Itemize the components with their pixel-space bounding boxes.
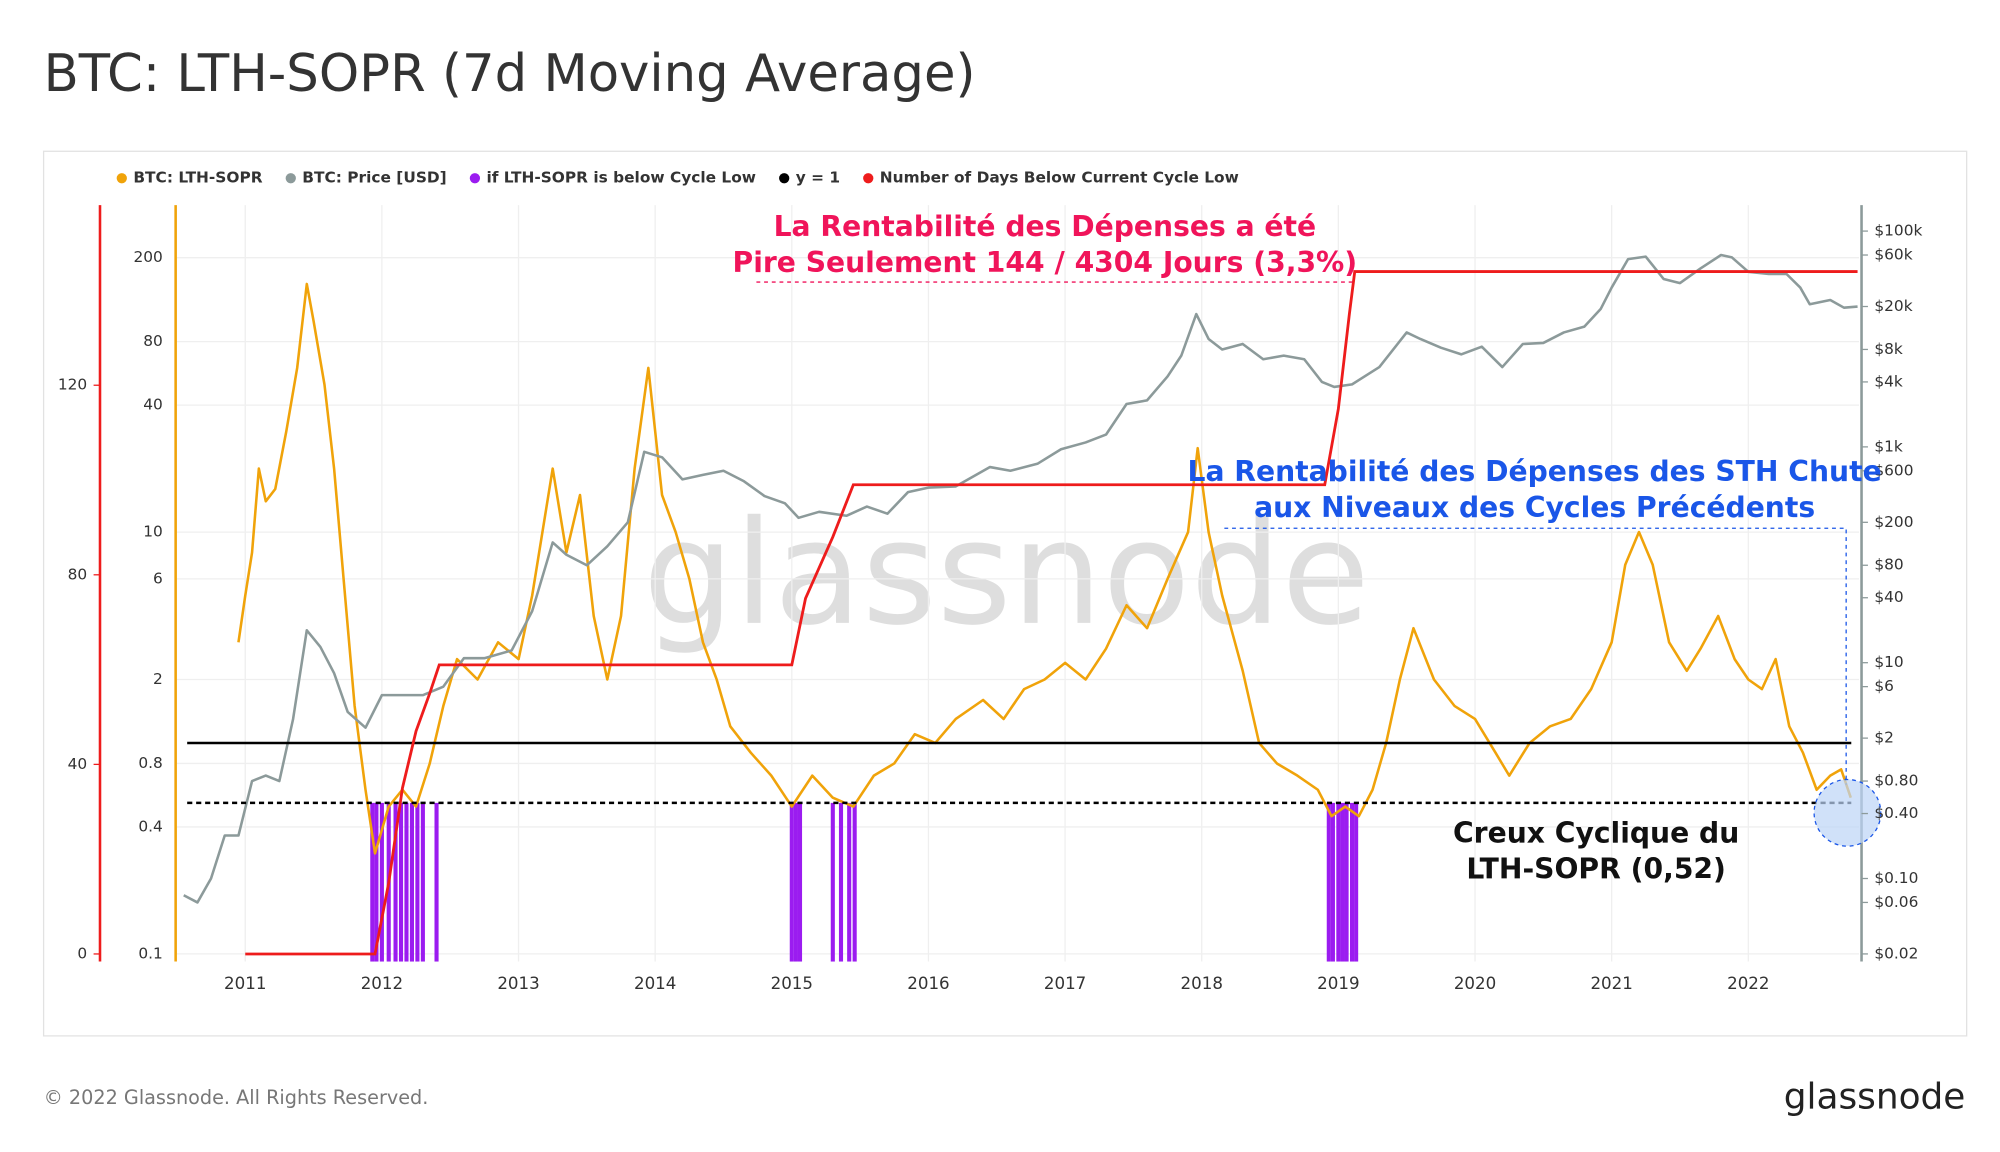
legend-label: BTC: LTH-SOPR: [133, 169, 262, 187]
y2-tick-label: $4k: [1874, 372, 1903, 390]
y2-tick-label: $60k: [1874, 246, 1912, 264]
y-tick-label: 2: [153, 670, 163, 688]
flag-bar: [1336, 802, 1341, 962]
y-tick-label: 6: [153, 569, 163, 587]
flag-bar: [830, 802, 835, 962]
x-tick-label: 2015: [771, 974, 813, 993]
legend-label: if LTH-SOPR is below Cycle Low: [486, 169, 756, 187]
y-tick-label: 0.4: [138, 817, 162, 835]
flag-bar: [1340, 802, 1345, 962]
x-tick-label: 2011: [224, 974, 266, 993]
legend-swatch: [863, 173, 874, 184]
flag-bar: [374, 802, 379, 962]
series-line: [183, 253, 1858, 904]
y2-tick-label: $0.80: [1874, 772, 1918, 790]
chart-frame: [42, 150, 1968, 1037]
y2-tick-label: $0.10: [1874, 869, 1918, 887]
y2-tick-label: $1k: [1874, 437, 1903, 455]
flag-bar: [1344, 802, 1349, 962]
highlight-circle: [1813, 778, 1882, 847]
flag-bar: [393, 802, 398, 962]
flag-bar: [847, 802, 852, 962]
y-tick-label: 200: [133, 248, 162, 266]
y2-tick-label: $80: [1874, 556, 1903, 574]
y2-tick-label: $0.40: [1874, 804, 1918, 822]
y-tick-label: 0.8: [138, 754, 162, 772]
annotation: Creux Cyclique du: [1453, 817, 1739, 850]
x-tick-label: 2021: [1590, 974, 1632, 993]
annotation: La Rentabilité des Dépenses a été: [774, 210, 1317, 243]
y3-tick-label: 40: [68, 755, 88, 773]
x-tick-label: 2012: [361, 974, 403, 993]
y2-tick-label: $40: [1874, 588, 1903, 606]
legend-swatch: [116, 173, 127, 184]
flag-bar: [379, 802, 384, 962]
y-tick-label: 40: [143, 396, 163, 414]
x-tick-label: 2017: [1044, 974, 1086, 993]
y2-tick-label: $0.02: [1874, 944, 1918, 962]
series-line: [237, 282, 1852, 855]
x-tick-label: 2018: [1181, 974, 1223, 993]
flag-bar: [789, 802, 794, 962]
y2-tick-label: $6: [1874, 677, 1894, 695]
overlay-layer: [187, 270, 1858, 956]
chart-title: BTC: LTH-SOPR (7d Moving Average): [44, 44, 976, 104]
flag-bar: [404, 802, 409, 962]
y-tick-label: 80: [143, 332, 163, 350]
flag-bar: [838, 802, 844, 962]
flag-bar: [434, 802, 439, 962]
x-tick-label: 2022: [1727, 974, 1769, 993]
flag-bar: [398, 802, 404, 962]
legend-label: BTC: Price [USD]: [302, 169, 446, 187]
watermark: glassnode: [643, 490, 1370, 657]
grid-layer: [176, 205, 1859, 962]
x-tick-label: 2016: [907, 974, 949, 993]
flag-bar: [370, 802, 375, 962]
annotation-leader: [1224, 527, 1847, 785]
footer: © 2022 Glassnode. All Rights Reserved.: [44, 1086, 429, 1109]
y2-tick-label: $20k: [1874, 297, 1912, 315]
y3-tick-label: 120: [58, 376, 87, 394]
legend-swatch: [779, 173, 790, 184]
flag-bar: [1330, 802, 1335, 962]
x-tick-label: 2013: [497, 974, 539, 993]
annotation: aux Niveaux des Cycles Précédents: [1254, 491, 1815, 524]
flag-bar: [420, 802, 425, 962]
flag-bar: [1354, 802, 1359, 962]
y2-tick-label: $600: [1874, 461, 1913, 479]
y2-tick-label: $8k: [1874, 340, 1903, 358]
y3-tick-label: 80: [68, 565, 88, 583]
legend-swatch: [285, 173, 296, 184]
flag-bar: [793, 802, 798, 962]
y2-tick-label: $10: [1874, 653, 1903, 671]
annotation: La Rentabilité des Dépenses des STH Chut…: [1187, 455, 1881, 488]
y-tick-label: 10: [143, 523, 163, 541]
y3-tick-label: 0: [77, 944, 87, 962]
y2-tick-label: $100k: [1874, 222, 1922, 240]
x-tick-label: 2020: [1454, 974, 1496, 993]
annotation: LTH-SOPR (0,52): [1466, 853, 1726, 886]
flag-bar: [797, 802, 803, 962]
y-tick-label: 0.1: [138, 944, 162, 962]
series-step-line: [245, 270, 1858, 956]
legend-label: y = 1: [796, 169, 840, 187]
legend-swatch: [469, 173, 481, 184]
legend-label: Number of Days Below Current Cycle Low: [880, 169, 1239, 187]
y2-tick-label: $200: [1874, 513, 1913, 531]
brand-logo: glassnode: [1784, 1077, 1966, 1118]
flag-bar: [1349, 802, 1355, 962]
x-tick-label: 2019: [1317, 974, 1359, 993]
flag-bar: [415, 802, 420, 962]
flag-bar: [1326, 802, 1331, 962]
lines-layer: [183, 253, 1858, 904]
annotation: Pire Seulement 144 / 4304 Jours (3,3%): [733, 246, 1358, 279]
flag-bar: [409, 802, 414, 962]
x-tick-label: 2014: [634, 974, 676, 993]
y2-tick-label: $2: [1874, 729, 1894, 747]
y2-tick-label: $0.06: [1874, 893, 1918, 911]
flag-bar: [852, 802, 857, 962]
